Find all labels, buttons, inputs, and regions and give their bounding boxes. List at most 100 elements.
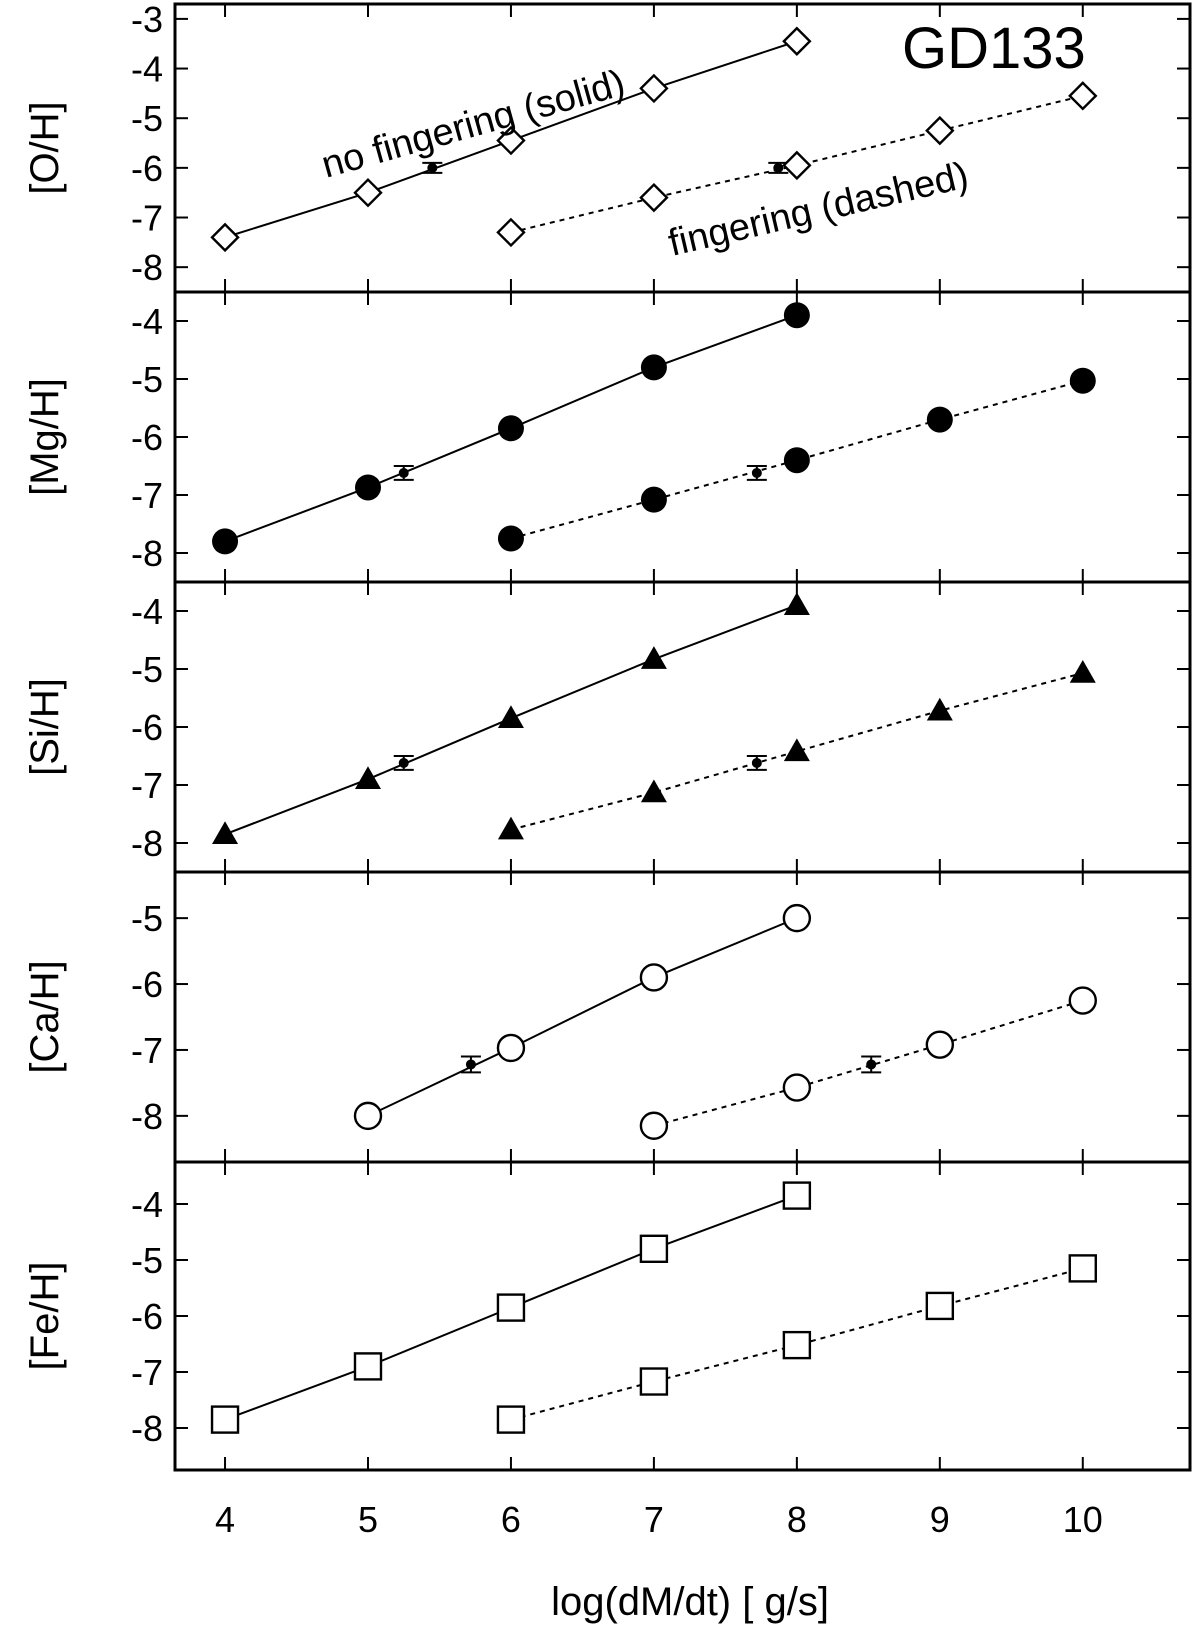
x-tick-label: 9 (930, 1499, 950, 1540)
annotation-no-fingering: no fingering (solid) (317, 62, 629, 187)
observed-dot (427, 162, 438, 173)
data-point-dashed (639, 182, 669, 213)
data-point-dashed (1069, 367, 1096, 394)
data-point-solid (782, 903, 812, 933)
data-point-solid (212, 821, 239, 845)
data-point-dashed (782, 1073, 812, 1102)
data-point-dashed (925, 1291, 955, 1321)
data-point-dashed (926, 406, 953, 433)
data-point-dashed (783, 447, 810, 474)
y-tick-label: -5 (131, 649, 163, 690)
x-tick-label: 6 (501, 1499, 521, 1540)
data-point-dashed (783, 738, 810, 762)
data-point-dashed (639, 1111, 669, 1140)
y-tick-label: -3 (131, 0, 163, 40)
data-point-solid (782, 1181, 812, 1210)
observed-point (460, 1055, 481, 1074)
y-tick-label: -6 (131, 417, 163, 458)
y-tick-label: -4 (131, 591, 163, 632)
observed-point (746, 465, 767, 481)
data-point-solid (496, 125, 526, 156)
panel-oh: -8 -7 -6 -5 -4 -3 [O/H] (23, 0, 1192, 294)
x-tick-label: 10 (1063, 1499, 1103, 1540)
data-point-dashed (1069, 660, 1096, 683)
data-point-dashed (497, 525, 524, 552)
data-point-solid (353, 1101, 383, 1131)
observed-point (393, 755, 414, 771)
data-point-solid (639, 1234, 669, 1264)
panel-mgh: -8 -7 -6 -5 -4 [Mg/H] (23, 290, 1192, 584)
data-point-dashed (926, 697, 953, 721)
data-point-dashed (639, 1367, 669, 1396)
y-tick-label: -5 (131, 898, 163, 939)
observed-point (393, 465, 414, 481)
data-point-dashed (496, 1405, 526, 1434)
y-tick-label: -7 (131, 1352, 163, 1393)
y-tick-label: -5 (131, 1240, 163, 1281)
observed-point (422, 161, 443, 174)
x-tick-label: 8 (787, 1499, 807, 1540)
data-point-solid (783, 592, 810, 615)
data-point-dashed (1068, 81, 1098, 111)
y-tick-label: -4 (131, 301, 163, 342)
series-line-solid (367, 917, 798, 1117)
data-point-solid (210, 222, 240, 253)
panel-cah: -8 -7 -6 -5 [Ca/H] (23, 870, 1192, 1164)
observed-dot (465, 1059, 476, 1070)
observed-dot (866, 1059, 877, 1070)
data-point-solid (640, 354, 667, 381)
data-point-solid (639, 73, 669, 104)
x-tick-label: 7 (644, 1499, 664, 1540)
panel-frame (173, 870, 1192, 1164)
series-line-dashed (510, 1267, 1084, 1421)
data-point-solid (497, 415, 524, 442)
y-axis-title: [Mg/H] (23, 378, 67, 496)
data-point-dashed (496, 217, 526, 248)
y-tick-label: -8 (131, 1096, 163, 1137)
data-point-solid (353, 1352, 383, 1381)
data-point-solid (353, 177, 383, 208)
observed-point (746, 755, 767, 771)
x-axis: 4 5 6 7 8 9 10 (215, 1499, 1103, 1540)
panel-frame (173, 290, 1192, 584)
panels-group: -8-7-6-5-4-3[O/H]-8-7-6-5-4[Mg/H]-8-7-6-… (23, 0, 1192, 1472)
observed-dot (398, 757, 409, 768)
y-tick-label: -6 (131, 707, 163, 748)
observed-dot (751, 467, 762, 478)
data-point-solid (496, 1033, 526, 1063)
y-tick-label: -7 (131, 1030, 163, 1071)
series-line-dashed (510, 672, 1084, 831)
data-point-solid (354, 474, 381, 501)
annotation-fingering: fingering (dashed) (665, 154, 973, 264)
panel-feh: -8 -7 -6 -5 -4 [Fe/H] (23, 1160, 1192, 1472)
data-point-solid (640, 646, 667, 669)
panel-sih: -8 -7 -6 -5 -4 [Si/H] (23, 580, 1192, 874)
data-point-solid (639, 963, 669, 992)
x-tick-label: 4 (215, 1499, 235, 1540)
data-point-dashed (925, 115, 955, 146)
y-tick-label: -4 (131, 49, 163, 90)
y-tick-label: -7 (131, 198, 163, 239)
data-point-dashed (640, 779, 667, 803)
y-tick-label: -8 (131, 823, 163, 864)
y-tick-label: -6 (131, 148, 163, 189)
data-point-dashed (497, 816, 524, 840)
y-axis-title: [Ca/H] (23, 960, 67, 1073)
y-axis-title: [Fe/H] (23, 1262, 67, 1371)
panel-frame (173, 580, 1192, 874)
y-tick-label: -6 (131, 1296, 163, 1337)
data-point-solid (782, 26, 812, 56)
data-point-solid (212, 528, 239, 555)
y-tick-label: -8 (131, 533, 163, 574)
data-point-dashed (1068, 986, 1097, 1015)
x-tick-label: 5 (358, 1499, 378, 1540)
x-axis-title: log(dM/dt) [ g/s] (551, 1580, 829, 1624)
y-tick-label: -8 (131, 1408, 163, 1449)
panel-frame (173, 1160, 1192, 1472)
y-tick-label: -6 (131, 964, 163, 1005)
observed-point (861, 1055, 882, 1074)
y-tick-label: -7 (131, 765, 163, 806)
data-point-solid (210, 1405, 240, 1434)
